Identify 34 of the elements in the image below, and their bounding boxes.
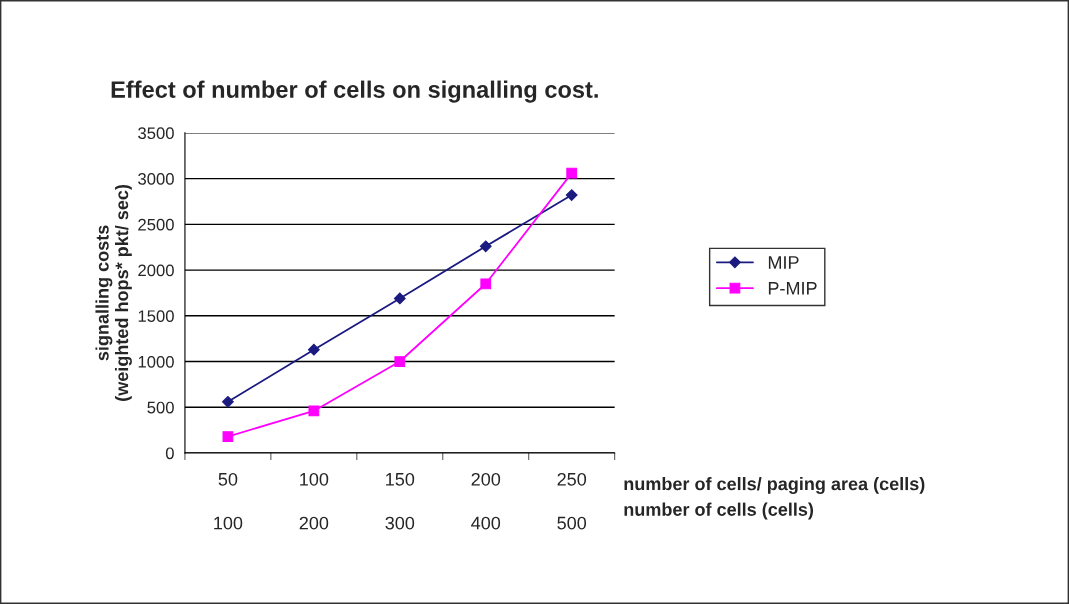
y-tick-label: 2000 (138, 264, 174, 277)
y-tick-label: 1500 (138, 310, 174, 323)
point (479, 240, 492, 253)
x-tick-label: 250 (557, 472, 587, 486)
x-axis-title: number of cells/ paging area (cells) (624, 477, 925, 494)
y-tick-label: 3500 (138, 127, 174, 140)
x-tick-label: 200 (471, 472, 501, 486)
x2-axis-title: number of cells (cells) (624, 502, 814, 520)
point (308, 405, 320, 417)
x2-tick-label: 500 (557, 516, 587, 530)
x2-tick-label: 200 (299, 516, 329, 530)
x2-tick-label: 100 (214, 516, 243, 530)
point (566, 167, 578, 179)
point (480, 278, 492, 290)
legend-label: MIP (768, 256, 799, 269)
point (565, 189, 578, 201)
point (222, 431, 234, 442)
x2-tick-label: 300 (385, 516, 415, 530)
y-axis-title: signalling costs (weighted hops* pkt/ sec) (95, 184, 132, 401)
point (221, 395, 234, 408)
x-tick-label: 50 (218, 472, 238, 486)
y-tick-label: 1000 (138, 355, 174, 368)
chart-title: Effect of number of cells on signalling cost. (111, 80, 598, 103)
x2-tick-label: 400 (471, 516, 501, 530)
legend-label: P-MIP (768, 282, 817, 295)
y-tick-label: 500 (147, 401, 174, 414)
x-tick-label: 150 (386, 472, 415, 486)
y-tick-label: 2500 (138, 218, 174, 231)
x-tick-label: 100 (300, 472, 329, 486)
y-tick-label: 0 (165, 447, 174, 460)
point (394, 356, 406, 367)
y-tick-label: 3000 (138, 173, 174, 185)
point (393, 292, 406, 305)
point (307, 343, 320, 356)
